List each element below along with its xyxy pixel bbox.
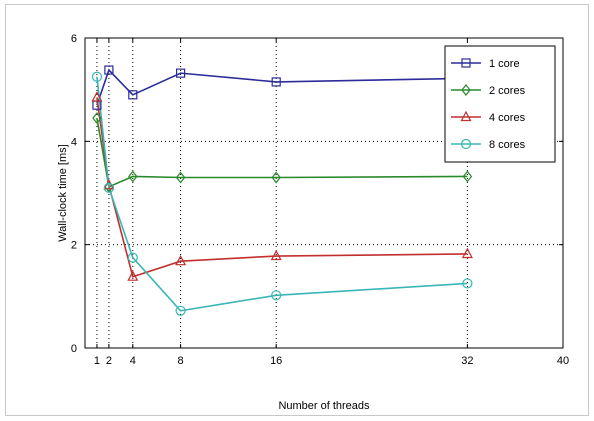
series-line-4 (96, 76, 468, 312)
square-marker (104, 65, 114, 75)
triangle-marker (127, 270, 139, 281)
y-tick-label: 6 (71, 33, 77, 45)
diamond-marker (271, 171, 281, 184)
x-tick-label: 2 (106, 355, 112, 367)
legend: 1 core 2 cores 4 cores 8 cores (444, 45, 556, 163)
diamond-marker (461, 84, 471, 96)
square-marker (176, 68, 186, 78)
x-tick-label: 8 (178, 355, 184, 367)
series-markers (91, 65, 473, 316)
triangle-marker (270, 249, 282, 261)
diamond-marker (175, 171, 186, 184)
y-tick-label: 0 (71, 343, 77, 355)
series-line-1 (96, 68, 468, 106)
y-tick-label: 4 (71, 136, 77, 148)
circle-marker (460, 138, 472, 150)
circle-marker (91, 71, 103, 82)
diamond-marker (92, 112, 102, 125)
circle-marker (462, 278, 473, 289)
triangle-marker (175, 254, 187, 266)
circle-marker (103, 182, 115, 193)
circle-marker (175, 305, 186, 316)
legend-label: 2 cores (489, 85, 526, 97)
diamond-marker (128, 170, 138, 183)
legend-label: 8 cores (489, 139, 526, 151)
diamond-marker (462, 170, 473, 183)
x-axis-label: Number of threads (278, 400, 370, 412)
square-marker (461, 58, 471, 68)
triangle-marker (460, 110, 472, 122)
y-tick-label: 2 (71, 240, 77, 252)
legend-box (444, 45, 556, 163)
x-tick-label: 1 (94, 355, 100, 367)
square-marker (271, 77, 281, 87)
legend-label: 1 core (489, 58, 520, 70)
x-tick-label: 4 (130, 355, 136, 367)
y-axis-label: Wall-clock time [ms] (57, 144, 69, 241)
y-ticks: 0 2 4 6 (71, 33, 563, 355)
x-tick-label: 32 (461, 355, 473, 367)
square-marker (128, 90, 138, 100)
series-lines (96, 68, 468, 312)
x-tick-label: 16 (270, 355, 282, 367)
x-ticks: 1 2 4 8 16 32 40 (94, 38, 569, 367)
circle-marker (127, 252, 138, 263)
triangle-marker (461, 247, 473, 259)
series-line-3 (96, 97, 468, 278)
series-line-2 (96, 117, 468, 188)
triangle-marker (103, 178, 115, 190)
legend-label: 4 cores (489, 112, 526, 124)
circle-marker (271, 290, 282, 301)
plot-area (84, 37, 564, 349)
x-tick-label: 40 (557, 355, 569, 367)
triangle-marker (91, 91, 103, 102)
